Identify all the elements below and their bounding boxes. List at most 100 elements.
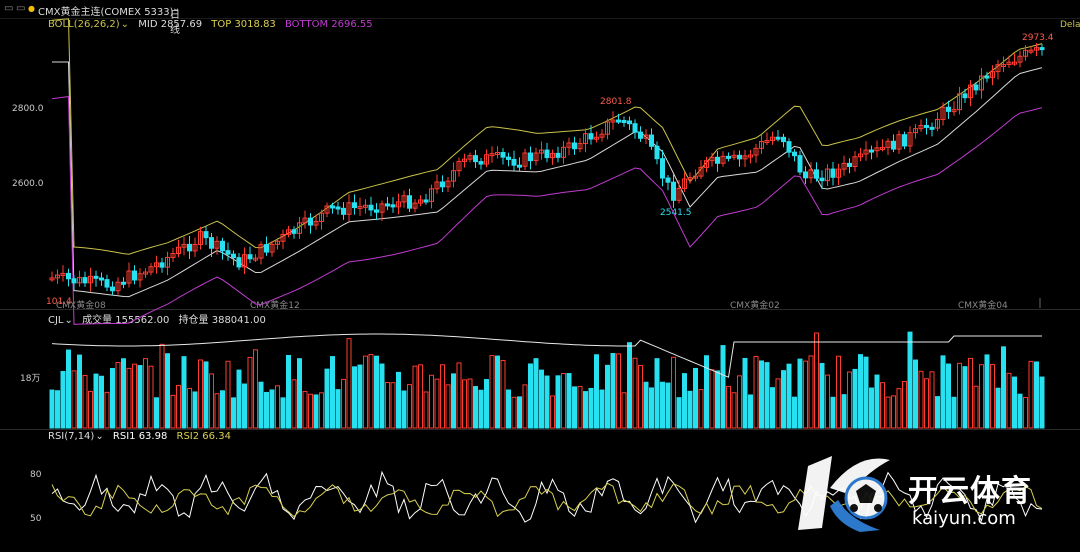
chevron-down-icon[interactable]: ⌄ <box>64 315 73 326</box>
volume-bar <box>187 387 192 429</box>
rsi-label[interactable]: RSI(7,14) <box>48 431 95 442</box>
candle-body <box>709 156 715 162</box>
candle-body <box>115 281 121 292</box>
candle-body <box>528 152 533 162</box>
volume-bar <box>484 379 489 429</box>
volume-bar <box>775 378 781 429</box>
volume-bar <box>1001 346 1006 429</box>
volume-bar <box>297 358 302 429</box>
candle-body <box>1028 49 1034 53</box>
candle-body <box>786 141 792 153</box>
candle-body <box>429 188 434 202</box>
candle-body <box>192 243 198 252</box>
volume-bar <box>566 373 572 429</box>
candle-body <box>572 142 577 150</box>
boll-top: TOP 3018.83 <box>211 19 276 30</box>
candle-body <box>852 156 858 168</box>
volume-bar <box>957 362 962 429</box>
volume-bar <box>759 360 764 429</box>
volume-bar <box>594 354 599 429</box>
volume-bar <box>82 374 88 429</box>
candle-body <box>583 133 588 145</box>
candle-body <box>55 274 60 279</box>
contract-mark: CMX黄金12 <box>250 301 300 311</box>
volume-bar <box>423 391 429 429</box>
candle-body <box>715 156 720 164</box>
volume-bar <box>280 397 286 429</box>
volume-bar <box>181 356 187 429</box>
candle-body <box>577 143 583 150</box>
candle-body <box>500 152 506 158</box>
candle-body <box>170 253 176 258</box>
chevron-down-icon[interactable]: ⌄ <box>95 431 104 442</box>
instrument-title[interactable]: CMX黄金主连(COMEX 5333) <box>38 7 174 18</box>
candle-body <box>693 175 698 179</box>
candle-body <box>555 152 561 158</box>
candle-body <box>704 160 709 168</box>
volume-bar <box>572 386 577 429</box>
window-icon-2[interactable]: ▭ <box>16 3 26 14</box>
volume-bar <box>1006 372 1012 429</box>
candle-body <box>258 244 264 259</box>
contract-mark: CMX黄金08 <box>56 301 106 311</box>
volume-bar <box>462 379 467 429</box>
candle-body <box>588 133 594 140</box>
volume-bar <box>1023 396 1028 429</box>
candle-body <box>885 140 891 148</box>
candle-body <box>396 201 401 208</box>
volume-bar <box>583 391 588 429</box>
candle-body <box>995 64 1001 73</box>
volume-bar <box>500 360 506 429</box>
volume-bar <box>676 397 682 429</box>
volume-bar <box>440 364 445 429</box>
candle-body <box>203 231 209 239</box>
candle-body <box>764 140 770 144</box>
volume-bar <box>940 355 946 429</box>
volume-bar <box>115 362 121 429</box>
candle-body <box>418 199 423 204</box>
candle-body <box>82 277 88 284</box>
volume-bar <box>93 373 99 429</box>
candle-body <box>720 155 726 164</box>
boll-label[interactable]: BOLL(26,26,2) <box>48 19 120 30</box>
contract-mark: CMX黄金04 <box>958 301 1008 311</box>
volume-bar <box>918 370 924 429</box>
candle-body <box>1023 49 1028 57</box>
star-icon[interactable]: ● <box>28 4 35 13</box>
candle-body <box>511 158 517 166</box>
cjl-label[interactable]: CJL <box>48 315 64 326</box>
candle-body <box>566 142 572 148</box>
volume-bar <box>396 371 401 429</box>
candle-body <box>1034 47 1039 51</box>
volume-bar <box>847 371 852 429</box>
candle-body <box>825 168 830 182</box>
candle-body <box>110 286 115 292</box>
candle-body <box>1039 47 1045 51</box>
window-icon[interactable]: ▭ <box>4 3 14 14</box>
boll-top-line <box>51 18 1043 255</box>
candle-body <box>93 275 99 279</box>
period-label: 日线 <box>170 10 180 36</box>
volume-bar <box>445 384 451 429</box>
chevron-down-icon[interactable]: ⌄ <box>120 19 130 30</box>
candle-body <box>126 270 132 284</box>
volume-bar <box>533 358 539 429</box>
volume-bar <box>907 331 913 429</box>
volume-bar <box>1012 376 1017 429</box>
volume-bar <box>77 354 82 429</box>
volume-bar <box>737 375 742 429</box>
volume-value: 成交量 155562.00 <box>82 315 170 326</box>
volume-bar <box>198 359 203 429</box>
period-selector[interactable]: 日线 ⌄ <box>170 3 180 36</box>
panel-divider <box>0 429 1080 430</box>
candle-body <box>742 155 748 160</box>
candle-body <box>324 205 330 214</box>
volume-bar <box>1028 360 1034 429</box>
candle-body <box>660 158 665 179</box>
candle-body <box>869 149 874 153</box>
watermark-en: kaiyun.com <box>912 508 1016 529</box>
candle-body <box>165 256 170 268</box>
candle-body <box>462 158 467 162</box>
volume-bar <box>88 390 93 429</box>
